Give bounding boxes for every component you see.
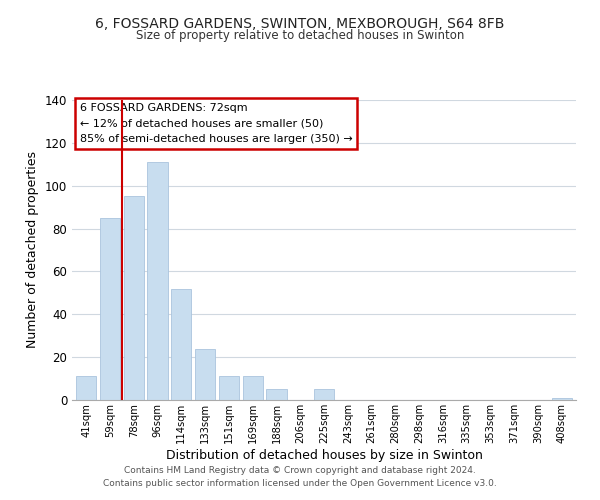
- Bar: [148, 162, 167, 400]
- Bar: [76, 376, 97, 400]
- Bar: [242, 376, 263, 400]
- Bar: [266, 390, 287, 400]
- Bar: [551, 398, 572, 400]
- X-axis label: Distribution of detached houses by size in Swinton: Distribution of detached houses by size …: [166, 448, 482, 462]
- Text: 6 FOSSARD GARDENS: 72sqm
← 12% of detached houses are smaller (50)
85% of semi-d: 6 FOSSARD GARDENS: 72sqm ← 12% of detach…: [80, 103, 352, 144]
- Bar: [171, 288, 191, 400]
- Y-axis label: Number of detached properties: Number of detached properties: [26, 152, 39, 348]
- Bar: [124, 196, 144, 400]
- Text: Contains HM Land Registry data © Crown copyright and database right 2024.
Contai: Contains HM Land Registry data © Crown c…: [103, 466, 497, 487]
- Bar: [100, 218, 120, 400]
- Text: Size of property relative to detached houses in Swinton: Size of property relative to detached ho…: [136, 29, 464, 42]
- Bar: [195, 348, 215, 400]
- Text: 6, FOSSARD GARDENS, SWINTON, MEXBOROUGH, S64 8FB: 6, FOSSARD GARDENS, SWINTON, MEXBOROUGH,…: [95, 18, 505, 32]
- Bar: [219, 376, 239, 400]
- Bar: [314, 390, 334, 400]
